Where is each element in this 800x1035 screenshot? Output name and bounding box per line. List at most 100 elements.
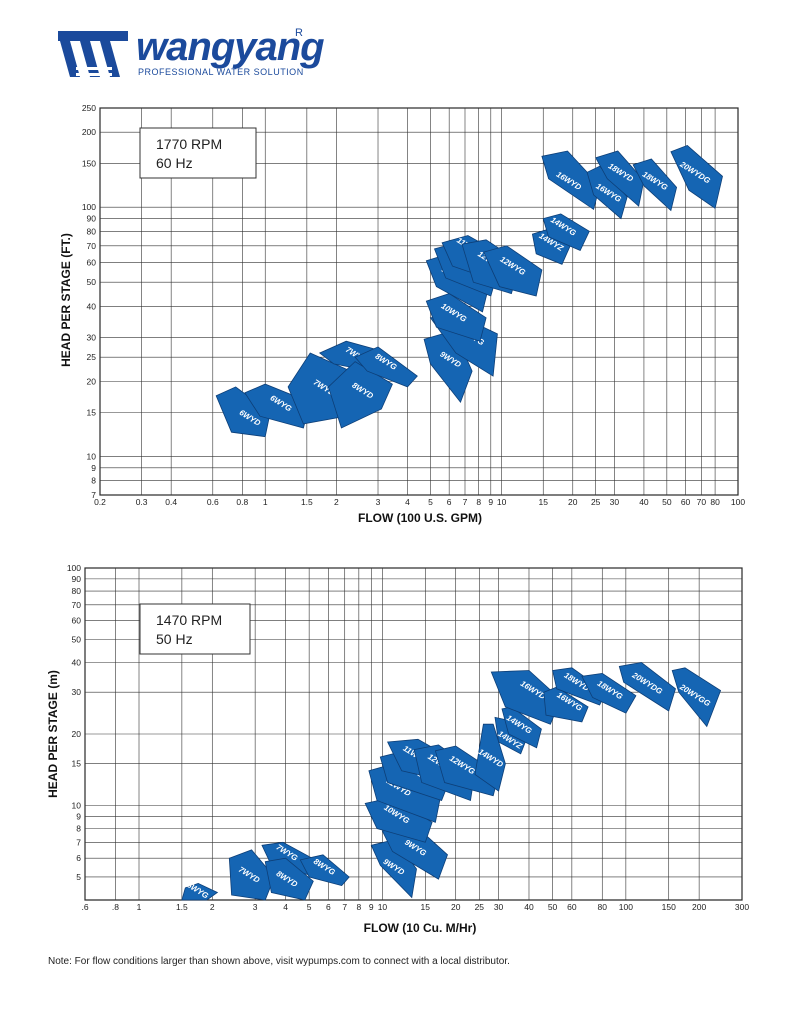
pump-region-8wyd [264, 857, 314, 901]
footer-note: Note: For flow conditions larger than sh… [48, 956, 510, 967]
chart-2: .6.8 1 1.5 2 3 4 5 6 7 8 9 10 15 20 25 30 40 50 60 80 100 150… [46, 563, 749, 935]
x-tick-label: 20 [451, 902, 461, 912]
x-tick-label: 1 [263, 497, 268, 507]
x-tick-label: 15 [421, 902, 431, 912]
x-tick-label: 30 [494, 902, 504, 912]
y-tick-label: 80 [87, 226, 97, 236]
pump-region-20wydg [618, 662, 676, 712]
x-tick-label: 80 [598, 902, 608, 912]
pump-region-6wyg [181, 882, 219, 901]
y-tick-label: 80 [72, 586, 82, 596]
pump-region-20wydg [670, 144, 723, 209]
y-tick-label: 250 [82, 103, 96, 113]
x-tick-label: 100 [731, 497, 745, 507]
x-tick-label: 0.8 [236, 497, 248, 507]
y-tick-label: 6 [76, 853, 81, 863]
x-tick-label: .8 [112, 902, 119, 912]
x-tick-label: 1.5 [301, 497, 313, 507]
pump-region-8wyg [299, 854, 350, 887]
pump-region-10wyg [425, 293, 487, 342]
brand-tagline: PROFESSIONAL WATER SOLUTION [138, 67, 304, 77]
chart-1: 0.2 0.3 0.4 0.6 0.8 1 1.5 2 3 4 5 6 7 8 9 10 15 20 25 30 40 5… [59, 103, 745, 525]
y-tick-label: 70 [87, 241, 97, 251]
x-tick-label: 300 [735, 902, 749, 912]
frequency-label: 50 Hz [156, 631, 193, 647]
y-tick-label: 100 [67, 563, 81, 573]
brand-name: wangyang [136, 25, 325, 69]
brand-logo-icon [58, 31, 128, 77]
x-tick-label: 10 [378, 902, 388, 912]
pump-region-8wyd [327, 361, 393, 429]
x-tick-label: 40 [524, 902, 534, 912]
x-tick-label: 150 [662, 902, 676, 912]
x-tick-label: 10 [497, 497, 507, 507]
y-tick-label: 15 [72, 759, 82, 769]
x-tick-label: 15 [539, 497, 549, 507]
y-tick-label: 200 [82, 127, 96, 137]
x-tick-label: 9 [488, 497, 493, 507]
y-tick-label: 90 [72, 574, 82, 584]
y-tick-label: 40 [87, 301, 97, 311]
x-tick-label: 60 [681, 497, 691, 507]
x-tick-label: 0.2 [94, 497, 106, 507]
x-tick-label: 200 [692, 902, 706, 912]
x-tick-label: 0.4 [165, 497, 177, 507]
x-tick-label: 1.5 [176, 902, 188, 912]
x-tick-label: 5 [428, 497, 433, 507]
pump-region-14wyg [542, 213, 590, 252]
pump-region-18wyg [632, 158, 678, 212]
x-tick-label: 20 [568, 497, 578, 507]
y-tick-label: 30 [87, 332, 97, 342]
x-tick-label: 6 [326, 902, 331, 912]
x-tick-label: 1 [137, 902, 142, 912]
y-tick-label: 60 [72, 616, 82, 626]
frequency-label: 60 Hz [156, 155, 193, 171]
x-tick-label: 7 [342, 902, 347, 912]
x-tick-label: 80 [710, 497, 720, 507]
y-tick-label: 50 [72, 634, 82, 644]
x-tick-label: 0.3 [136, 497, 148, 507]
y-tick-label: 8 [91, 476, 96, 486]
x-tick-label: 4 [283, 902, 288, 912]
pump-region-6wyd [215, 386, 271, 438]
pump-region-16wyg [586, 165, 628, 220]
pump-region-14wyd [474, 723, 506, 792]
pump-region-8wyg [354, 346, 418, 388]
y-tick-label: 10 [87, 451, 97, 461]
y-tick-label: 60 [87, 257, 97, 267]
rpm-label: 1470 RPM [156, 612, 222, 628]
x-tick-label: 8 [356, 902, 361, 912]
y-tick-label: 100 [82, 202, 96, 212]
x-tick-label: 3 [376, 497, 381, 507]
y-tick-label: 20 [87, 376, 97, 386]
pump-region-18wyg [581, 672, 637, 714]
x-tick-label: 60 [567, 902, 577, 912]
x-tick-label: 7 [463, 497, 468, 507]
pump-region-12wyg [483, 245, 543, 297]
y-tick-label: 15 [87, 408, 97, 418]
x-tick-label: 25 [591, 497, 601, 507]
y-tick-label: 5 [76, 872, 81, 882]
x-tick-label: 2 [210, 902, 215, 912]
rpm-label: 1770 RPM [156, 136, 222, 152]
x-axis-title: FLOW (100 U.S. GPM) [358, 511, 482, 525]
y-tick-label: 90 [87, 214, 97, 224]
y-tick-label: 25 [87, 352, 97, 362]
y-tick-label: 9 [76, 811, 81, 821]
info-box [139, 603, 251, 655]
x-tick-label: .6 [81, 902, 88, 912]
y-tick-label: 70 [72, 600, 82, 610]
y-tick-label: 50 [87, 277, 97, 287]
x-tick-label: 25 [475, 902, 485, 912]
pump-region-16wyg [543, 686, 589, 723]
y-tick-label: 7 [76, 837, 81, 847]
x-tick-label: 2 [334, 497, 339, 507]
x-tick-label: 70 [697, 497, 707, 507]
x-tick-label: 100 [619, 902, 633, 912]
y-tick-label: 7 [91, 490, 96, 500]
x-tick-label: 40 [639, 497, 649, 507]
x-tick-label: 6 [447, 497, 452, 507]
y-tick-label: 40 [72, 658, 82, 668]
x-tick-label: 30 [610, 497, 620, 507]
